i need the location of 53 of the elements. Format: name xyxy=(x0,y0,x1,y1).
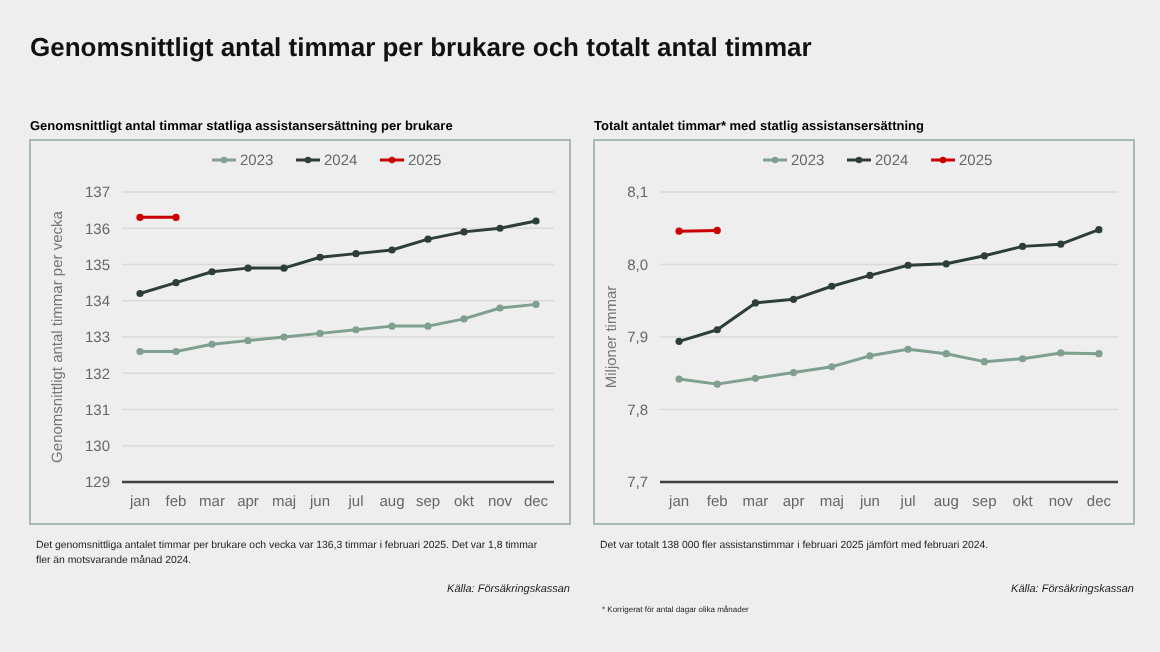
point xyxy=(460,315,468,323)
point xyxy=(136,347,144,356)
point xyxy=(828,282,836,290)
point xyxy=(789,368,798,377)
point xyxy=(1095,226,1103,234)
point xyxy=(942,260,950,268)
point xyxy=(866,271,874,279)
point xyxy=(789,295,798,303)
point xyxy=(675,375,683,383)
point xyxy=(280,333,288,341)
point xyxy=(532,217,540,225)
point xyxy=(172,279,180,287)
point xyxy=(496,304,504,312)
point xyxy=(388,322,396,330)
point xyxy=(866,352,874,360)
point xyxy=(1018,242,1027,250)
point xyxy=(136,213,144,221)
point xyxy=(675,337,683,345)
point xyxy=(828,363,836,371)
point xyxy=(280,264,288,272)
point xyxy=(675,227,683,235)
point xyxy=(713,380,721,388)
point xyxy=(352,326,360,334)
point xyxy=(532,300,540,308)
point xyxy=(904,345,912,353)
point xyxy=(208,340,216,348)
point xyxy=(460,228,468,236)
point xyxy=(904,261,912,269)
point xyxy=(424,322,432,330)
point xyxy=(208,268,216,276)
point xyxy=(751,374,760,382)
point xyxy=(1057,240,1065,248)
point xyxy=(751,299,760,307)
point xyxy=(172,213,180,221)
point xyxy=(980,252,989,260)
point xyxy=(424,235,432,243)
point xyxy=(172,347,180,356)
point xyxy=(980,358,989,366)
point xyxy=(244,337,252,345)
point xyxy=(316,329,324,337)
point xyxy=(136,289,144,298)
point xyxy=(1095,350,1103,358)
point xyxy=(244,264,252,272)
point xyxy=(713,226,721,235)
point xyxy=(496,224,504,232)
chart-title: Genomsnittligt antal timmar per brukare och totalt antal timmar xyxy=(30,32,812,62)
point xyxy=(352,250,360,258)
point xyxy=(388,246,396,254)
point xyxy=(1018,355,1027,363)
point xyxy=(942,350,950,358)
point xyxy=(316,253,324,261)
point xyxy=(713,326,721,334)
point xyxy=(1057,349,1065,357)
